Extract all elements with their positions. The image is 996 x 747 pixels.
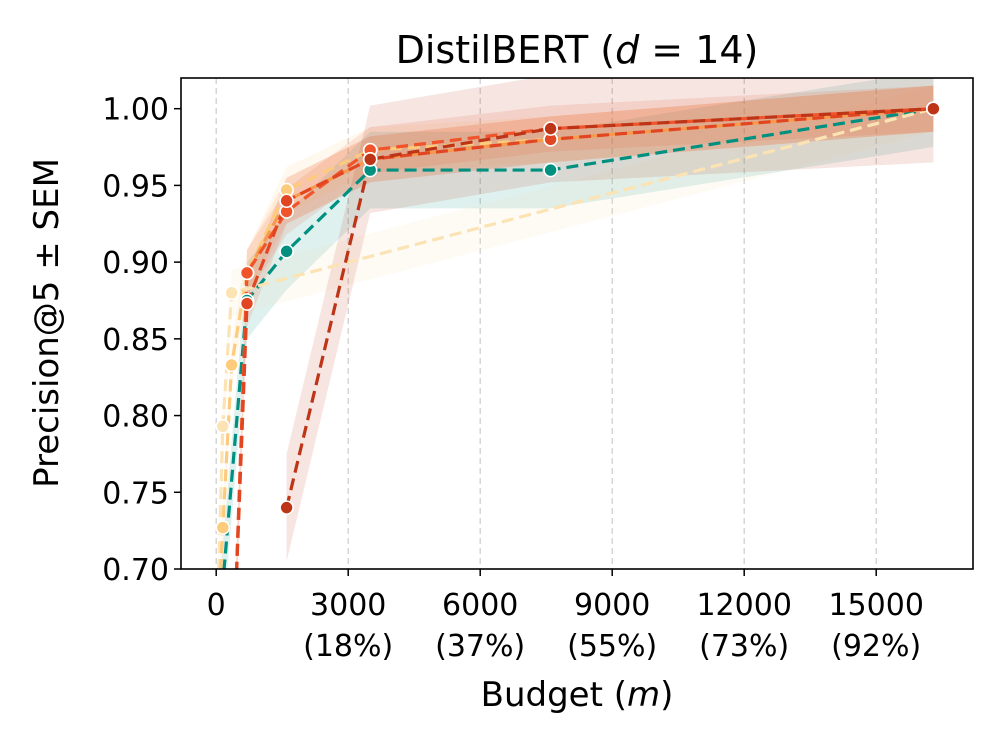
x-tick-label: 0	[207, 588, 226, 623]
x-tick-label: 3000	[310, 588, 386, 623]
x-axis-ticks: 0 3000 (18%) 6000 (37%) 9000 (55%) 12000 (73%) 15…	[207, 569, 924, 664]
x-tick-sublabel: (55%)	[567, 629, 657, 664]
y-axis-ticks: 0.70 0.75 0.80 0.85 0.90 0.95 1.00	[102, 93, 181, 588]
y-tick-label: 0.70	[102, 553, 169, 588]
series-2-point	[210, 655, 223, 668]
series-1-band	[220, 78, 934, 569]
series-1-point	[210, 655, 223, 668]
series-6-point	[227, 639, 240, 652]
series-7-point	[543, 121, 558, 136]
x-tick-sublabel: (92%)	[831, 629, 921, 664]
series-2-point	[215, 419, 231, 434]
series-3-point	[210, 655, 223, 668]
x-tick-sublabel: (37%)	[435, 629, 525, 664]
series-6-point	[279, 193, 294, 209]
series-4-band	[247, 85, 934, 296]
series-6-point	[239, 296, 255, 311]
y-tick-label: 0.95	[102, 169, 169, 204]
plot-frame	[180, 77, 974, 570]
series-4-line	[245, 107, 934, 274]
series-lines	[217, 107, 934, 569]
x-axis-label: Budget (m)	[481, 675, 674, 715]
series-2-band	[218, 85, 934, 569]
series-7-point	[279, 500, 294, 515]
x-tick-label: 12000	[696, 588, 791, 623]
y-tick-label: 0.80	[102, 400, 169, 435]
series-2-line	[217, 107, 934, 569]
x-tick-label: 6000	[442, 588, 518, 623]
series-3-point	[224, 357, 239, 373]
series-7-point	[926, 101, 941, 116]
y-tick-label: 0.75	[102, 476, 169, 511]
series-markers	[210, 101, 941, 668]
y-tick-label: 0.90	[102, 246, 169, 281]
series-7-band	[286, 78, 934, 562]
series-7-point	[362, 152, 378, 167]
y-axis-label: Precision@5 ± SEM	[27, 158, 67, 488]
series-1-point	[543, 162, 558, 178]
x-tick-sublabel: (73%)	[699, 629, 789, 664]
series-5-point	[227, 639, 240, 652]
series-5-point	[239, 265, 255, 281]
series-3-point	[215, 520, 231, 535]
x-tick-label: 9000	[574, 588, 650, 623]
y-tick-label: 1.00	[102, 93, 169, 128]
series-1-point	[279, 244, 294, 259]
x-tick-label: 15000	[828, 588, 923, 623]
error-bands	[218, 78, 934, 569]
x-tick-sublabel: (18%)	[303, 629, 393, 664]
series-5-band	[235, 85, 934, 569]
series-2-point	[224, 285, 239, 301]
y-tick-label: 0.85	[102, 323, 169, 358]
series-3-band	[219, 85, 934, 569]
series-6-band	[235, 85, 934, 569]
chart-title: DistilBERT (d = 14)	[396, 28, 759, 72]
